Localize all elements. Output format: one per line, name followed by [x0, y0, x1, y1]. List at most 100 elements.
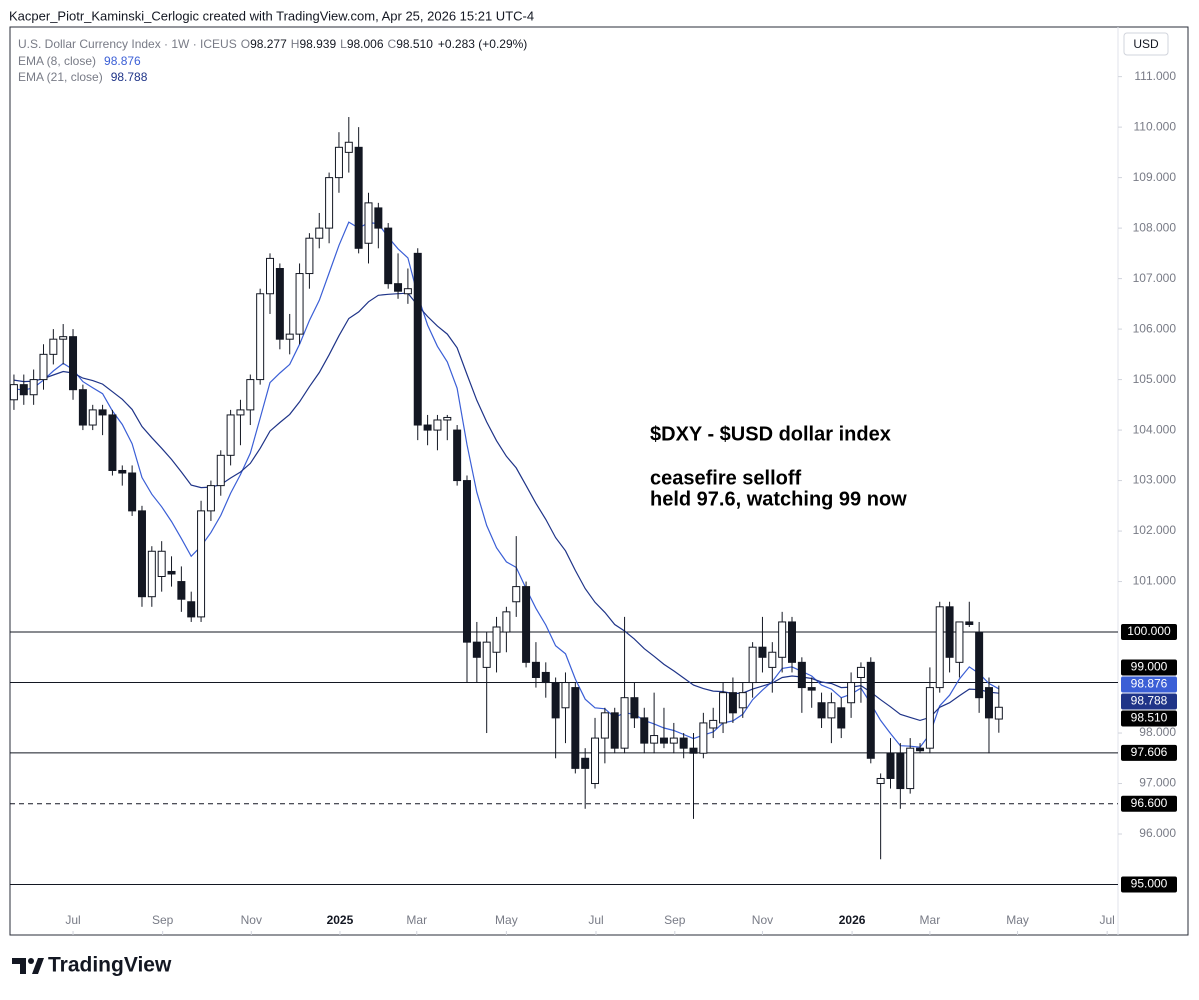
price-badge-label: 95.000 — [1131, 877, 1168, 891]
candle-body — [916, 747, 925, 752]
candle-body — [866, 661, 875, 759]
ohlc-value: 98.277 — [250, 37, 287, 51]
candle-body — [531, 661, 540, 678]
candle-body — [778, 621, 787, 658]
y-tick-label: 101.000 — [1133, 574, 1177, 588]
candle-body — [453, 429, 462, 482]
candle-body — [423, 424, 432, 431]
candle-body — [157, 550, 166, 578]
candle-body — [29, 379, 38, 396]
candle-body — [394, 283, 403, 292]
logo-mark — [12, 958, 26, 974]
y-tick-label: 102.000 — [1133, 523, 1177, 537]
candle-body — [847, 682, 856, 704]
candle-body — [994, 706, 1003, 720]
candle-body — [561, 682, 570, 709]
candle-body — [266, 257, 275, 295]
symbol: U.S. Dollar Currency Index · 1W · ICEUS — [18, 37, 237, 51]
currency-button[interactable] — [1123, 32, 1169, 56]
candle-body — [689, 747, 698, 754]
x-tick-label: Nov — [241, 913, 262, 927]
candle-body — [19, 384, 28, 396]
ohlc-value: 98.939 — [299, 37, 336, 51]
candle-body — [108, 414, 117, 471]
y-tick-label: 110.000 — [1134, 119, 1177, 133]
candle-body — [610, 712, 619, 749]
candle-body — [413, 252, 422, 426]
candle-body — [354, 146, 363, 249]
candle-body — [797, 661, 806, 689]
frame — [9, 26, 1189, 936]
candle-body — [975, 631, 984, 699]
candle-body — [88, 409, 97, 426]
x-tick-label: Mar — [406, 913, 427, 927]
candle-body — [551, 682, 560, 719]
candle-body — [758, 646, 767, 658]
candle-body — [522, 586, 531, 663]
x-tick-label: Sep — [152, 913, 174, 927]
candle-body — [98, 409, 107, 416]
candle-body — [719, 692, 728, 724]
candle-body — [925, 687, 934, 749]
candle-body — [748, 646, 757, 684]
x-tick-label: May — [1006, 913, 1029, 927]
candle-body — [472, 641, 481, 658]
y-tick-label: 111.000 — [1134, 69, 1176, 83]
candle-body — [59, 336, 68, 340]
y-tick-label: 96.000 — [1139, 826, 1176, 840]
candle-body — [315, 227, 324, 239]
x-tick-label: 2025 — [327, 913, 354, 927]
candle-body — [541, 671, 550, 684]
price-badge-label: 99.000 — [1131, 660, 1168, 674]
ohlc-prefix: C — [388, 37, 397, 51]
candle-body — [275, 268, 284, 340]
candle-body — [650, 735, 659, 744]
annotation: held 97.6, watching 99 now — [650, 488, 907, 510]
y-tick-label: 97.000 — [1139, 776, 1176, 790]
candle-body — [433, 419, 442, 431]
candle-body — [443, 416, 452, 421]
annotation: ceasefire selloff — [650, 467, 802, 489]
price-badge-label: 97.606 — [1131, 745, 1168, 759]
y-tick-label: 104.000 — [1133, 422, 1177, 436]
candle-body — [364, 202, 373, 244]
ohlc-prefix: H — [291, 37, 300, 51]
x-tick-label: Jul — [65, 913, 80, 927]
price-badge-label: 100.000 — [1127, 624, 1171, 638]
candle-body — [167, 570, 176, 575]
y-tick-label: 98.000 — [1139, 725, 1176, 739]
candle-body — [502, 611, 511, 633]
candle-body — [334, 146, 343, 179]
candle-body — [325, 177, 334, 229]
change: +0.283 (+0.29%) — [438, 37, 527, 51]
candle-body — [69, 336, 78, 391]
candle-body — [965, 621, 974, 625]
candle-body — [344, 141, 353, 153]
candle-body — [236, 409, 245, 416]
candle-body — [709, 719, 718, 729]
candle-body — [837, 707, 846, 729]
brand-logo — [12, 958, 44, 974]
candle-body — [945, 606, 954, 658]
candle-body — [482, 641, 491, 668]
ohlc-value: 98.510 — [396, 37, 433, 51]
candle-body — [9, 384, 18, 401]
y-tick-label: 105.000 — [1133, 372, 1177, 386]
candle-body — [295, 273, 304, 335]
price-badge — [1121, 710, 1177, 727]
candle-body — [827, 702, 836, 719]
candle-body — [581, 757, 590, 769]
ema-line — [13, 221, 1000, 748]
x-tick-label: 2026 — [839, 913, 866, 927]
candle-body — [374, 207, 383, 229]
logo-mark — [32, 958, 44, 974]
ohlc-prefix: L — [340, 37, 347, 51]
candle-body — [640, 717, 649, 744]
candle-body — [955, 621, 964, 663]
y-tick-label: 108.000 — [1133, 220, 1177, 234]
candle-body — [187, 601, 196, 618]
brand: TradingView — [48, 954, 172, 977]
price-badge — [1121, 676, 1177, 693]
ema-name: EMA (8, close) — [18, 54, 96, 68]
